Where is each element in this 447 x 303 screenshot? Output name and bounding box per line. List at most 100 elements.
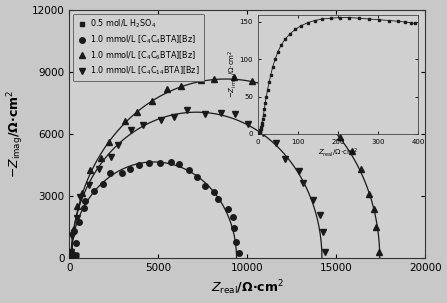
1.0 mmol/L [C$_4$C$_6$BTA][Bz] [164, 87, 169, 91]
1.0 mmol/L [C$_4$C$_6$BTA][Bz] [231, 75, 236, 79]
1.0 mmol/L [C$_4$C$_4$BTA][Bz] [232, 226, 237, 230]
1.0 mmol/L [C$_4$C$_6$BTA][Bz] [358, 167, 364, 171]
1.0 mmol/L [C$_4$C$_4$BTA][Bz] [230, 215, 236, 219]
0.5 mol/L H$_2$SO$_4$ [67, 255, 73, 258]
1.0 mmol/L [C$_4$C$_{14}$BTA][Bz] [296, 169, 302, 173]
1.0 mmol/L [C$_4$C$_{14}$BTA][Bz] [96, 167, 101, 171]
0.5 mol/L H$_2$SO$_4$ [73, 253, 79, 257]
Line: 1.0 mmol/L [C$_4$C$_{14}$BTA][Bz]: 1.0 mmol/L [C$_4$C$_{14}$BTA][Bz] [68, 107, 328, 255]
1.0 mmol/L [C$_4$C$_{14}$BTA][Bz] [317, 213, 323, 217]
1.0 mmol/L [C$_4$C$_{14}$BTA][Bz] [323, 251, 328, 254]
1.0 mmol/L [C$_4$C$_{14}$BTA][Bz] [69, 234, 75, 238]
0.5 mol/L H$_2$SO$_4$ [73, 253, 78, 257]
0.5 mol/L H$_2$SO$_4$ [67, 255, 72, 259]
1.0 mmol/L [C$_4$C$_6$BTA][Bz] [376, 250, 381, 254]
0.5 mol/L H$_2$SO$_4$ [67, 254, 73, 258]
0.5 mol/L H$_2$SO$_4$ [69, 253, 75, 257]
0.5 mol/L H$_2$SO$_4$ [67, 256, 72, 260]
1.0 mmol/L [C$_4$C$_4$BTA][Bz] [194, 175, 199, 178]
1.0 mmol/L [C$_4$C$_6$BTA][Bz] [71, 228, 76, 232]
1.0 mmol/L [C$_4$C$_{14}$BTA][Bz] [141, 124, 146, 127]
0.5 mol/L H$_2$SO$_4$ [72, 253, 77, 257]
1.0 mmol/L [C$_4$C$_{14}$BTA][Bz] [69, 250, 74, 254]
1.0 mmol/L [C$_4$C$_{14}$BTA][Bz] [300, 181, 305, 185]
1.0 mmol/L [C$_4$C$_4$BTA][Bz] [236, 251, 242, 255]
1.0 mmol/L [C$_4$C$_{14}$BTA][Bz] [261, 132, 266, 135]
1.0 mmol/L [C$_4$C$_{14}$BTA][Bz] [108, 155, 114, 159]
1.0 mmol/L [C$_4$C$_{14}$BTA][Bz] [218, 111, 224, 115]
0.5 mol/L H$_2$SO$_4$ [67, 256, 72, 260]
1.0 mmol/L [C$_4$C$_6$BTA][Bz] [70, 249, 75, 253]
1.0 mmol/L [C$_4$C$_{14}$BTA][Bz] [172, 115, 177, 119]
1.0 mmol/L [C$_4$C$_4$BTA][Bz] [146, 161, 152, 165]
1.0 mmol/L [C$_4$C$_6$BTA][Bz] [106, 140, 111, 144]
1.0 mmol/L [C$_4$C$_6$BTA][Bz] [325, 124, 331, 127]
1.0 mmol/L [C$_4$C$_6$BTA][Bz] [98, 156, 103, 160]
0.5 mol/L H$_2$SO$_4$ [69, 253, 74, 257]
1.0 mmol/L [C$_4$C$_4$BTA][Bz] [73, 241, 78, 245]
0.5 mol/L H$_2$SO$_4$ [71, 253, 76, 257]
0.5 mol/L H$_2$SO$_4$ [67, 256, 72, 260]
1.0 mmol/L [C$_4$C$_{14}$BTA][Bz] [75, 216, 80, 220]
1.0 mmol/L [C$_4$C$_6$BTA][Bz] [74, 204, 80, 207]
0.5 mol/L H$_2$SO$_4$ [67, 255, 72, 259]
0.5 mol/L H$_2$SO$_4$ [74, 253, 79, 257]
1.0 mmol/L [C$_4$C$_6$BTA][Bz] [367, 192, 372, 195]
1.0 mmol/L [C$_4$C$_6$BTA][Bz] [79, 191, 84, 195]
1.0 mmol/L [C$_4$C$_4$BTA][Bz] [82, 200, 88, 203]
0.5 mol/L H$_2$SO$_4$ [67, 256, 72, 259]
0.5 mol/L H$_2$SO$_4$ [69, 253, 75, 257]
0.5 mol/L H$_2$SO$_4$ [68, 254, 74, 257]
Line: 1.0 mmol/L [C$_4$C$_4$BTA][Bz]: 1.0 mmol/L [C$_4$C$_4$BTA][Bz] [67, 159, 242, 256]
1.0 mmol/L [C$_4$C$_4$BTA][Bz] [168, 160, 173, 163]
1.0 mmol/L [C$_4$C$_4$BTA][Bz] [225, 207, 230, 211]
1.0 mmol/L [C$_4$C$_6$BTA][Bz] [122, 119, 128, 123]
1.0 mmol/L [C$_4$C$_{14}$BTA][Bz] [159, 118, 164, 122]
1.0 mmol/L [C$_4$C$_6$BTA][Bz] [134, 110, 139, 113]
0.5 mol/L H$_2$SO$_4$ [67, 255, 72, 258]
0.5 mol/L H$_2$SO$_4$ [67, 254, 73, 258]
1.0 mmol/L [C$_4$C$_4$BTA][Bz] [77, 220, 82, 224]
1.0 mmol/L [C$_4$C$_6$BTA][Bz] [198, 78, 203, 82]
1.0 mmol/L [C$_4$C$_{14}$BTA][Bz] [310, 198, 316, 202]
1.0 mmol/L [C$_4$C$_{14}$BTA][Bz] [320, 230, 325, 234]
0.5 mol/L H$_2$SO$_4$ [67, 256, 72, 259]
1.0 mmol/L [C$_4$C$_{14}$BTA][Bz] [232, 112, 238, 116]
0.5 mol/L H$_2$SO$_4$ [67, 256, 72, 260]
1.0 mmol/L [C$_4$C$_4$BTA][Bz] [91, 189, 97, 193]
0.5 mol/L H$_2$SO$_4$ [67, 255, 73, 258]
0.5 mol/L H$_2$SO$_4$ [67, 256, 72, 260]
1.0 mmol/L [C$_4$C$_4$BTA][Bz] [211, 190, 217, 194]
1.0 mmol/L [C$_4$C$_{14}$BTA][Bz] [202, 112, 207, 116]
0.5 mol/L H$_2$SO$_4$ [67, 256, 72, 260]
X-axis label: $Z_{\rm real}$/Ω·cm$^2$: $Z_{\rm real}$/Ω·cm$^2$ [211, 279, 284, 298]
1.0 mmol/L [C$_4$C$_6$BTA][Bz] [337, 135, 342, 139]
Legend: 0.5 mol/L H$_2$SO$_4$, 1.0 mmol/L [C$_4$C$_4$BTA][Bz], 1.0 mmol/L [C$_4$C$_6$BTA: 0.5 mol/L H$_2$SO$_4$, 1.0 mmol/L [C$_4$… [73, 14, 204, 81]
1.0 mmol/L [C$_4$C$_{14}$BTA][Bz] [78, 195, 83, 199]
1.0 mmol/L [C$_4$C$_6$BTA][Bz] [150, 99, 155, 103]
Line: 0.5 mol/L H$_2$SO$_4$: 0.5 mol/L H$_2$SO$_4$ [67, 253, 78, 260]
1.0 mmol/L [C$_4$C$_4$BTA][Bz] [127, 167, 132, 171]
1.0 mmol/L [C$_4$C$_4$BTA][Bz] [233, 240, 239, 244]
1.0 mmol/L [C$_4$C$_6$BTA][Bz] [211, 77, 217, 80]
Line: 1.0 mmol/L [C$_4$C$_6$BTA][Bz]: 1.0 mmol/L [C$_4$C$_6$BTA][Bz] [69, 75, 381, 255]
0.5 mol/L H$_2$SO$_4$ [67, 256, 72, 260]
1.0 mmol/L [C$_4$C$_6$BTA][Bz] [312, 113, 317, 116]
0.5 mol/L H$_2$SO$_4$ [68, 254, 74, 257]
1.0 mmol/L [C$_4$C$_{14}$BTA][Bz] [273, 141, 278, 145]
1.0 mmol/L [C$_4$C$_6$BTA][Bz] [179, 84, 184, 88]
1.0 mmol/L [C$_4$C$_{14}$BTA][Bz] [87, 183, 92, 187]
1.0 mmol/L [C$_4$C$_6$BTA][Bz] [87, 168, 93, 172]
1.0 mmol/L [C$_4$C$_{14}$BTA][Bz] [245, 122, 251, 126]
1.0 mmol/L [C$_4$C$_4$BTA][Bz] [71, 229, 76, 233]
0.5 mol/L H$_2$SO$_4$ [67, 255, 72, 259]
0.5 mol/L H$_2$SO$_4$ [67, 256, 72, 260]
0.5 mol/L H$_2$SO$_4$ [67, 256, 72, 260]
1.0 mmol/L [C$_4$C$_{14}$BTA][Bz] [283, 157, 288, 161]
0.5 mol/L H$_2$SO$_4$ [68, 254, 73, 258]
1.0 mmol/L [C$_4$C$_4$BTA][Bz] [100, 182, 105, 185]
Y-axis label: $-Z_{\rm imag}$/Ω·cm$^2$: $-Z_{\rm imag}$/Ω·cm$^2$ [5, 90, 26, 178]
1.0 mmol/L [C$_4$C$_6$BTA][Bz] [350, 149, 355, 153]
1.0 mmol/L [C$_4$C$_4$BTA][Bz] [157, 161, 163, 165]
1.0 mmol/L [C$_4$C$_4$BTA][Bz] [81, 206, 86, 210]
